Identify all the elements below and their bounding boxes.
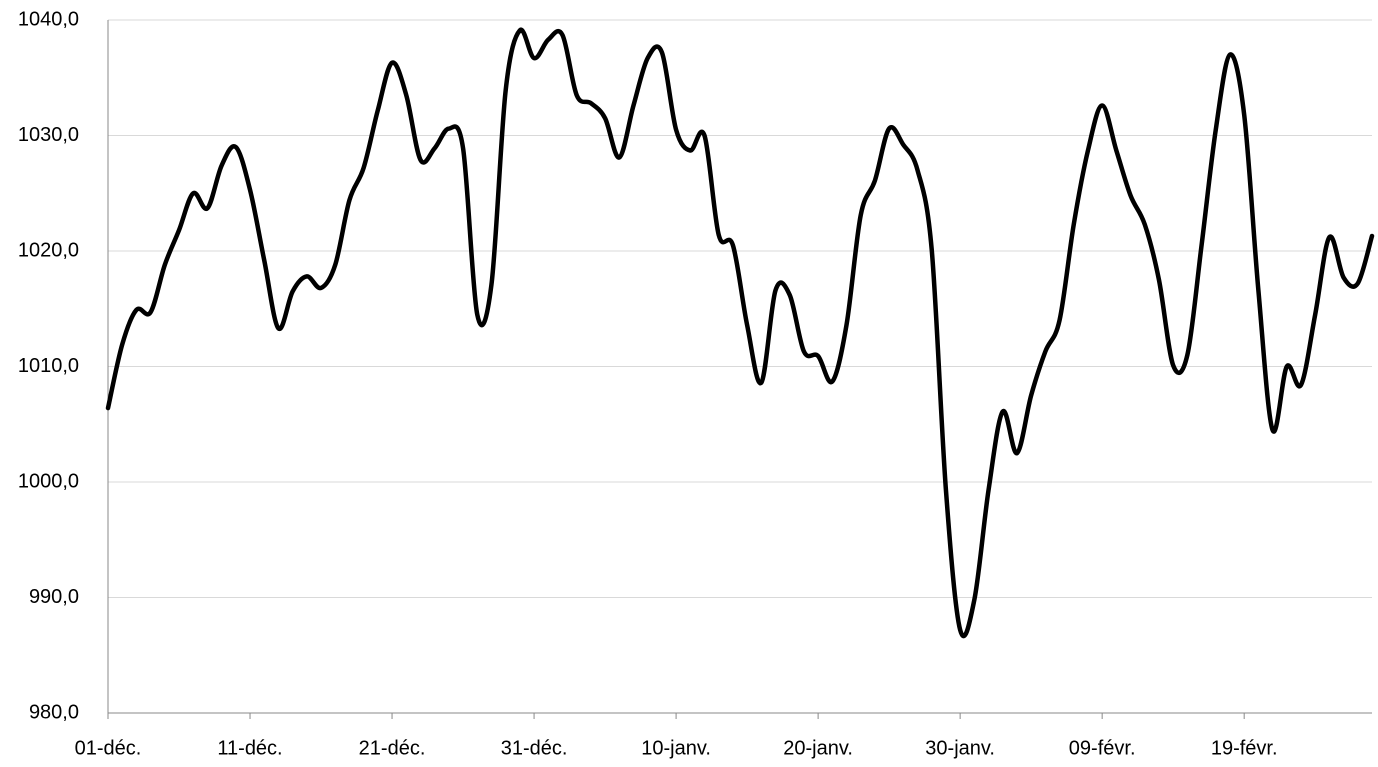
x-tick-label: 19-févr. xyxy=(1211,737,1278,759)
x-tick-label: 31-déc. xyxy=(501,737,568,759)
x-tick-label: 11-déc. xyxy=(217,737,282,759)
x-tick-label: 21-déc. xyxy=(359,737,426,759)
y-tick-label: 1020,0 xyxy=(18,239,79,261)
y-tick-label: 1040,0 xyxy=(18,8,79,30)
x-tick-label: 09-févr. xyxy=(1069,737,1136,759)
line-series xyxy=(105,27,1375,639)
y-tick-label: 1000,0 xyxy=(18,470,79,492)
x-tick-label: 01-déc. xyxy=(75,737,142,759)
y-tick-label: 990,0 xyxy=(29,586,79,608)
y-tick-label: 1030,0 xyxy=(18,124,79,146)
y-tick-label: 1010,0 xyxy=(18,355,79,377)
y-tick-label: 980,0 xyxy=(29,701,79,723)
x-tick-label: 10-janv. xyxy=(641,737,711,759)
x-tick-label: 20-janv. xyxy=(783,737,853,759)
x-tick-label: 30-janv. xyxy=(925,737,995,759)
